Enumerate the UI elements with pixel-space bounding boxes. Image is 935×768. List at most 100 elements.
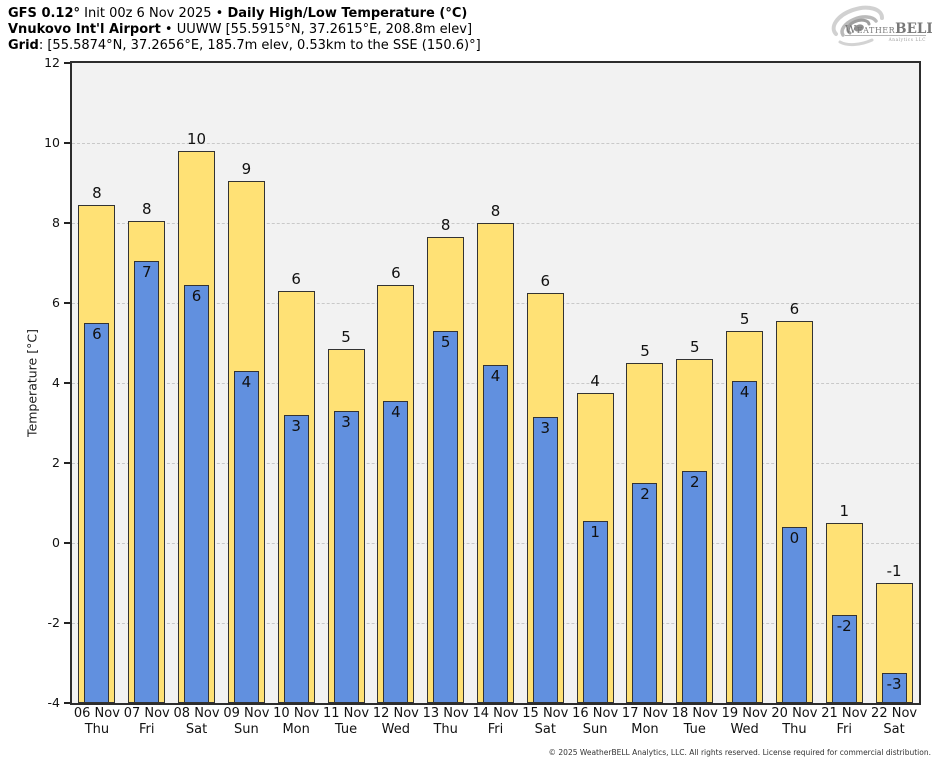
low-value-label: 7	[141, 263, 152, 281]
low-bar	[682, 471, 708, 703]
weatherbell-logo: WeatherBELL Analytics LLC	[828, 4, 935, 52]
x-tick-day: Fri	[138, 722, 155, 737]
x-tick-label: 16 Nov Sun	[567, 706, 623, 738]
low-value-label: 3	[291, 417, 301, 435]
x-tick-date: 18 Nov	[671, 706, 718, 721]
title-line-station: Vnukovo Int'l Airport • UUWW [55.5915°N,…	[8, 22, 481, 38]
model-name: GFS 0.12°	[8, 6, 81, 21]
high-value-label: 1	[839, 502, 850, 520]
x-tick-date: 07 Nov	[123, 706, 170, 721]
low-value-label: 0	[789, 529, 800, 547]
x-tick-label: 12 Nov Wed	[368, 706, 424, 738]
y-tick-label: 8	[52, 215, 60, 230]
x-tick-day: Sun	[234, 722, 259, 737]
x-tick-date: 20 Nov	[771, 706, 818, 721]
low-bar	[233, 371, 259, 703]
x-tick-day: Mon	[282, 722, 310, 737]
y-tick-label: 12	[44, 55, 60, 70]
x-tick-label: 22 Nov Sat	[866, 706, 922, 738]
y-tick-label: 2	[52, 455, 60, 470]
low-value-label: 1	[590, 523, 600, 541]
x-tick-date: 06 Nov	[73, 706, 120, 721]
x-tick-date: 16 Nov	[572, 706, 619, 721]
x-tick-day: Sat	[883, 722, 905, 737]
x-tick-day: Thu	[433, 722, 458, 737]
y-tick-label: 4	[52, 375, 60, 390]
low-value-label: -2	[836, 617, 852, 635]
high-value-label: 8	[92, 184, 102, 202]
low-bar	[283, 415, 309, 703]
high-value-label: 5	[341, 328, 351, 346]
x-tick-label: 21 Nov Fri	[816, 706, 872, 738]
y-axis-tick	[64, 382, 70, 384]
y-axis-tick	[64, 622, 70, 624]
x-tick-label: 11 Nov Tue	[318, 706, 374, 738]
low-bar	[383, 401, 409, 703]
x-tick-date: 22 Nov	[871, 706, 918, 721]
x-tick-label: 07 Nov Fri	[119, 706, 175, 738]
x-tick-day: Thu	[84, 722, 110, 737]
x-tick-date: 10 Nov	[273, 706, 320, 721]
low-bar	[781, 527, 807, 703]
y-axis-tick	[64, 542, 70, 544]
low-value-label: 5	[440, 333, 451, 351]
y-axis-tick	[64, 222, 70, 224]
x-tick-day: Mon	[631, 722, 659, 737]
weatherbell-logo-icon: WeatherBELL Analytics LLC	[831, 5, 935, 47]
high-value-label: 6	[391, 264, 401, 282]
high-value-label: 9	[241, 160, 252, 178]
title-line-grid: Grid: [55.5874°N, 37.2656°E, 185.7m elev…	[8, 38, 481, 54]
x-tick-label: 10 Nov Mon	[268, 706, 324, 738]
low-value-label: 2	[690, 473, 700, 491]
low-value-label: 2	[640, 485, 650, 503]
y-tick-label: 0	[52, 535, 60, 550]
high-value-label: 6	[789, 300, 800, 318]
x-tick-label: 18 Nov Tue	[667, 706, 723, 738]
x-tick-date: 08 Nov	[173, 706, 220, 721]
grid-line	[72, 142, 919, 144]
low-value-label: 3	[540, 419, 551, 437]
high-value-label: 6	[540, 272, 551, 290]
x-tick-day: Tue	[683, 722, 706, 737]
low-bar	[184, 285, 210, 703]
station-name: Vnukovo Int'l Airport	[8, 22, 161, 37]
title-line-model: GFS 0.12° Init 00z 6 Nov 2025 • Daily Hi…	[8, 6, 481, 22]
chart-title-block: GFS 0.12° Init 00z 6 Nov 2025 • Daily Hi…	[8, 6, 481, 54]
init-time: Init 00z 6 Nov 2025 •	[80, 6, 228, 21]
high-value-label: 8	[490, 202, 501, 220]
chart-type-title: Daily High/Low Temperature (°C)	[227, 6, 468, 21]
low-value-label: -3	[886, 675, 902, 693]
low-value-label: 4	[739, 383, 750, 401]
high-value-label: 5	[690, 338, 700, 356]
y-axis-tick	[64, 62, 70, 64]
x-tick-label: 19 Nov Wed	[717, 706, 773, 738]
low-bar	[831, 615, 857, 703]
logo-text: WeatherBELL	[845, 21, 932, 37]
high-value-label: 6	[291, 270, 301, 288]
high-value-label: -1	[886, 562, 902, 580]
low-value-label: 4	[490, 367, 501, 385]
logo-subtitle: Analytics LLC	[888, 37, 926, 42]
low-bar	[881, 673, 907, 703]
x-tick-date: 21 Nov	[821, 706, 868, 721]
low-bar	[582, 521, 608, 703]
x-tick-label: 08 Nov Sat	[169, 706, 225, 738]
low-bar	[84, 323, 110, 703]
y-axis-tick	[64, 462, 70, 464]
low-bar	[483, 365, 508, 703]
x-tick-date: 13 Nov	[422, 706, 469, 721]
low-bar	[333, 411, 359, 703]
y-tick-label: -2	[47, 615, 60, 630]
x-tick-date: 19 Nov	[721, 706, 768, 721]
x-tick-label: 15 Nov Sat	[517, 706, 573, 738]
low-bar	[433, 331, 459, 703]
low-value-label: 6	[92, 325, 102, 343]
high-value-label: 8	[440, 216, 451, 234]
low-bar	[632, 483, 658, 703]
x-tick-day: Sat	[185, 722, 208, 737]
y-tick-label: 10	[44, 135, 60, 150]
x-tick-day: Sat	[534, 722, 556, 737]
x-tick-label: 20 Nov Thu	[767, 706, 823, 738]
x-tick-date: 17 Nov	[621, 706, 668, 721]
